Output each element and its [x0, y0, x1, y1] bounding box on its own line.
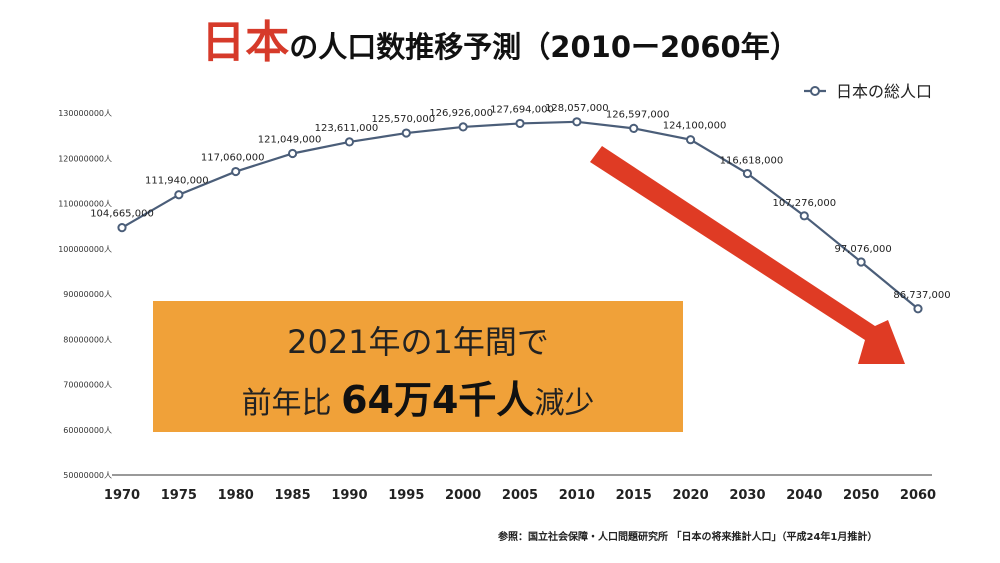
legend-marker [810, 86, 820, 96]
decline-callout-box: 2021年の1年間で 前年比 64万4千人減少 [153, 301, 683, 432]
x-tick-label: 2050 [843, 488, 879, 503]
x-tick-label: 1990 [331, 488, 367, 503]
data-point [401, 128, 411, 138]
callout-line-2: 前年比 64万4千人減少 [153, 369, 683, 424]
data-label: 123,611,000 [315, 123, 379, 134]
data-points [117, 117, 923, 314]
y-tick-label: 110000000人 [58, 200, 112, 209]
data-point [799, 211, 809, 221]
data-label: 126,597,000 [606, 109, 670, 120]
data-labels: 104,665,000 111,940,000 117,060,000 121,049… [90, 103, 950, 301]
y-tick-label: 60000000人 [63, 426, 112, 435]
chart-title: 日本の人口数推移予測（2010ー2060年） [0, 6, 1000, 70]
callout-decrease-value: 64万4千人 [341, 378, 535, 422]
x-tick-label: 2030 [729, 488, 765, 503]
data-label: 111,940,000 [145, 176, 209, 187]
legend: 日本の総人口 [804, 82, 932, 101]
source-note: 参照：国立社会保障・人口問題研究所 「日本の将来推計人口」（平成24年1月推計） [498, 532, 878, 543]
x-tick-label: 1995 [388, 488, 424, 503]
data-label: 124,100,000 [663, 121, 727, 132]
x-tick-label: 1970 [104, 488, 140, 503]
data-label: 97,076,000 [835, 244, 892, 255]
data-point [458, 122, 468, 132]
x-tick-label: 2020 [672, 488, 708, 503]
title-highlight: 日本 [201, 17, 290, 68]
x-tick-label: 2010 [559, 488, 595, 503]
x-tick-label: 2060 [900, 488, 936, 503]
data-point [174, 190, 184, 200]
x-tick-label: 2040 [786, 488, 822, 503]
x-axis: 1970 1975 1980 1985 1990 1995 2000 2005 2010 2015… [104, 488, 936, 503]
legend-label: 日本の総人口 [836, 82, 932, 101]
x-tick-label: 1980 [218, 488, 254, 503]
data-point [572, 117, 582, 127]
y-tick-label: 130000000人 [58, 109, 112, 118]
data-label: 117,060,000 [201, 153, 265, 164]
x-tick-label: 2015 [616, 488, 652, 503]
callout-suffix: 減少 [534, 386, 595, 421]
data-point [685, 135, 696, 145]
y-axis: 50000000人 60000000人 70000000人 80000000人 9000… [58, 109, 112, 480]
callout-line-1: 2021年の1年間で [287, 323, 549, 361]
data-label: 121,049,000 [258, 135, 322, 146]
data-label: 86,737,000 [893, 290, 950, 301]
y-tick-label: 80000000人 [63, 335, 112, 344]
title-rest: の人口数推移予測（2010ー2060年） [289, 30, 799, 64]
data-point [287, 148, 298, 159]
data-label: 127,694,000 [490, 104, 554, 115]
data-point [231, 166, 241, 177]
y-tick-label: 100000000人 [58, 245, 112, 254]
data-point [117, 223, 127, 233]
data-point [344, 137, 355, 147]
data-point [856, 257, 866, 267]
y-tick-label: 120000000人 [58, 154, 112, 163]
data-label: 128,057,000 [545, 103, 609, 114]
data-label: 126,926,000 [429, 108, 493, 119]
y-tick-label: 70000000人 [63, 381, 112, 390]
decline-arrow [590, 146, 905, 364]
data-point [742, 168, 753, 179]
y-tick-label: 90000000人 [63, 290, 112, 299]
x-tick-label: 2005 [502, 488, 538, 503]
data-point [913, 304, 923, 314]
x-tick-label: 1985 [274, 488, 310, 503]
data-point [515, 118, 525, 129]
x-tick-label: 2000 [445, 488, 481, 503]
data-label: 107,276,000 [772, 198, 836, 209]
y-tick-label: 50000000人 [63, 471, 112, 480]
data-label: 125,570,000 [371, 114, 435, 125]
x-tick-label: 1975 [161, 488, 197, 503]
data-label: 104,665,000 [90, 209, 154, 220]
callout-prefix: 前年比 [241, 386, 342, 421]
data-label: 116,618,000 [720, 156, 784, 167]
data-point [629, 123, 639, 133]
